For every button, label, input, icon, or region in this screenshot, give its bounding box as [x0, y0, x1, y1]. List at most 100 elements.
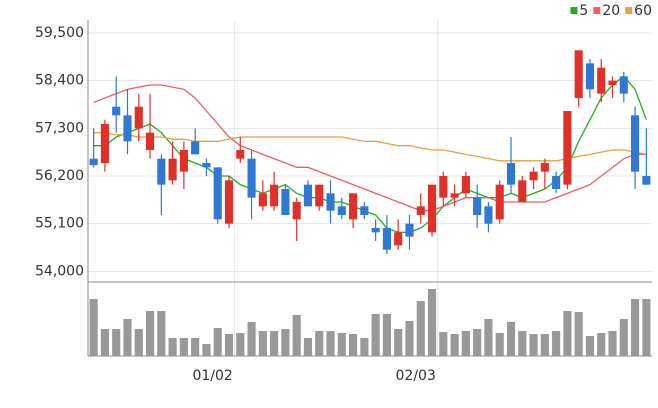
- volume-bar: [315, 331, 324, 356]
- candle-body: [349, 193, 358, 220]
- candle-body: [112, 106, 121, 116]
- volume-bar: [371, 314, 380, 356]
- volume-bar: [258, 331, 267, 356]
- candle-body: [529, 171, 538, 181]
- candle-body: [619, 76, 628, 94]
- candle-body: [337, 206, 346, 215]
- candle-body: [484, 206, 493, 224]
- candle-body: [145, 132, 155, 150]
- volume-bar: [270, 331, 279, 356]
- candle-body: [473, 197, 482, 215]
- volume-bar: [473, 329, 482, 356]
- candle-body: [382, 228, 391, 250]
- candle-body: [123, 115, 132, 142]
- volume-bar: [292, 315, 301, 356]
- candle-body: [371, 228, 380, 233]
- legend-label: 5: [579, 3, 588, 19]
- legend-label: 60: [634, 3, 652, 19]
- legend-swatch: [593, 7, 601, 14]
- candle-body: [292, 202, 301, 220]
- candle-body: [236, 150, 245, 159]
- candle-body: [247, 158, 256, 198]
- volume-bar: [619, 319, 628, 356]
- volume-bar: [394, 329, 403, 356]
- volume-bar: [145, 311, 155, 356]
- candle-body: [315, 184, 324, 207]
- volume-bar: [168, 338, 177, 356]
- candle-body: [360, 206, 369, 215]
- y-tick-label: 55,100: [35, 216, 84, 232]
- volume-bar: [427, 289, 437, 356]
- candle-body: [597, 67, 606, 94]
- volume-bar: [123, 319, 132, 356]
- legend-label: 20: [602, 3, 620, 19]
- volume-bar: [303, 338, 313, 356]
- x-tick-label: 01/02: [192, 368, 232, 384]
- volume-bar: [608, 331, 617, 356]
- candle-body: [258, 193, 267, 207]
- volume-bar: [450, 334, 459, 356]
- candle-body: [191, 141, 200, 155]
- candle-body: [642, 176, 651, 185]
- candle-body: [224, 180, 234, 224]
- candle-body: [461, 176, 470, 194]
- candle-body: [179, 150, 188, 172]
- y-tick-label: 58,400: [35, 73, 84, 89]
- candle-body: [427, 184, 437, 233]
- moving-average-line: [93, 132, 647, 162]
- candle-body: [202, 163, 211, 168]
- volume-bar: [540, 334, 549, 356]
- volume-bar: [360, 338, 369, 356]
- candle-body: [450, 193, 459, 198]
- volume-bar: [326, 331, 335, 356]
- y-tick-label: 57,300: [35, 120, 84, 136]
- candle-body: [585, 63, 595, 90]
- moving-average-line: [93, 84, 647, 212]
- volume-bar: [179, 338, 188, 356]
- candle-body: [394, 232, 403, 246]
- candle-body: [631, 115, 640, 172]
- candle-body: [270, 184, 279, 207]
- volume-bar: [552, 331, 561, 356]
- volume-bar: [405, 321, 414, 356]
- y-tick-label: 59,500: [35, 25, 84, 41]
- volume-bar: [247, 322, 256, 356]
- volume-bar: [631, 299, 640, 356]
- volume-bar: [495, 333, 504, 356]
- candle-body: [574, 50, 583, 98]
- volume-bar: [597, 333, 606, 356]
- volume-bar: [585, 336, 595, 356]
- volume-bar: [191, 338, 200, 356]
- candle-body: [416, 206, 425, 215]
- x-tick-label: 02/03: [396, 368, 436, 384]
- candle-body: [405, 223, 414, 237]
- candle-body: [303, 184, 313, 207]
- volume-bar: [439, 332, 448, 356]
- candle-body: [506, 163, 516, 185]
- volume-bar: [349, 334, 358, 356]
- volume-bar: [484, 319, 493, 356]
- volume-bar: [100, 329, 109, 356]
- candle-body: [326, 193, 335, 211]
- volume-bar: [337, 333, 346, 356]
- volume-bar: [506, 322, 516, 356]
- volume-bar: [236, 333, 245, 356]
- candle-body: [608, 80, 617, 85]
- volume-bar: [642, 299, 651, 356]
- candle-body: [134, 106, 143, 129]
- candle-body: [563, 111, 572, 185]
- candle-body: [552, 176, 561, 189]
- legend-swatch: [570, 7, 578, 14]
- candle-body: [439, 176, 448, 198]
- volume-bar: [518, 331, 527, 356]
- volume-bar: [134, 329, 143, 356]
- volume-bar: [563, 311, 572, 356]
- volume-bar: [281, 329, 290, 356]
- candle-body: [213, 167, 222, 220]
- volume-bar: [224, 334, 234, 356]
- volume-bar: [213, 328, 222, 356]
- candle-body: [518, 180, 527, 202]
- volume-bar: [157, 311, 166, 356]
- y-tick-label: 56,200: [35, 168, 84, 184]
